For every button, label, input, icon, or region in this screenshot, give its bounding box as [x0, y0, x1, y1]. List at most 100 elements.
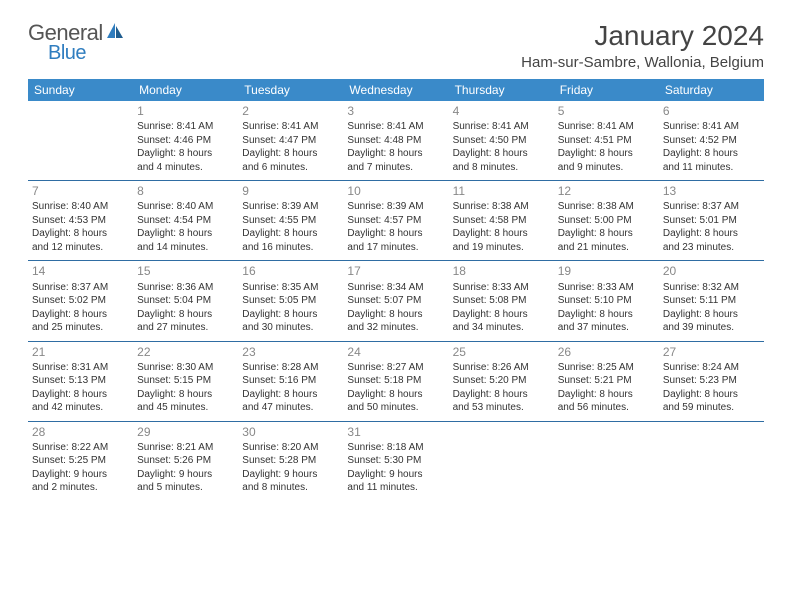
cell-line-sunrise: Sunrise: 8:30 AM	[137, 361, 234, 375]
calendar-cell: 26Sunrise: 8:25 AMSunset: 5:21 PMDayligh…	[554, 341, 659, 421]
day-number: 30	[242, 424, 339, 440]
cell-line-sunset: Sunset: 5:30 PM	[347, 454, 444, 468]
cell-line-sunrise: Sunrise: 8:40 AM	[137, 200, 234, 214]
cell-line-dl2: and 6 minutes.	[242, 161, 339, 175]
calendar-cell: 31Sunrise: 8:18 AMSunset: 5:30 PMDayligh…	[343, 421, 448, 501]
cell-line-sunset: Sunset: 4:58 PM	[453, 214, 550, 228]
cell-line-sunrise: Sunrise: 8:40 AM	[32, 200, 129, 214]
calendar-cell	[28, 101, 133, 181]
cell-line-sunrise: Sunrise: 8:18 AM	[347, 441, 444, 455]
day-number: 2	[242, 103, 339, 119]
cell-line-sunrise: Sunrise: 8:37 AM	[663, 200, 760, 214]
header: General Blue January 2024 Ham-sur-Sambre…	[28, 20, 764, 71]
calendar-cell: 20Sunrise: 8:32 AMSunset: 5:11 PMDayligh…	[659, 261, 764, 341]
cell-line-sunrise: Sunrise: 8:38 AM	[453, 200, 550, 214]
cell-line-dl2: and 11 minutes.	[663, 161, 760, 175]
cell-line-sunrise: Sunrise: 8:41 AM	[242, 120, 339, 134]
calendar-row: 21Sunrise: 8:31 AMSunset: 5:13 PMDayligh…	[28, 341, 764, 421]
cell-line-dl1: Daylight: 8 hours	[558, 388, 655, 402]
cell-line-dl1: Daylight: 8 hours	[32, 388, 129, 402]
cell-line-dl1: Daylight: 8 hours	[137, 388, 234, 402]
logo: General Blue	[28, 20, 125, 46]
cell-line-dl1: Daylight: 8 hours	[137, 227, 234, 241]
calendar-cell: 8Sunrise: 8:40 AMSunset: 4:54 PMDaylight…	[133, 181, 238, 261]
cell-line-dl1: Daylight: 8 hours	[32, 308, 129, 322]
cell-line-dl2: and 25 minutes.	[32, 321, 129, 335]
day-number: 20	[663, 263, 760, 279]
cell-line-dl2: and 37 minutes.	[558, 321, 655, 335]
calendar-cell: 25Sunrise: 8:26 AMSunset: 5:20 PMDayligh…	[449, 341, 554, 421]
calendar-row: 1Sunrise: 8:41 AMSunset: 4:46 PMDaylight…	[28, 101, 764, 181]
calendar-cell: 7Sunrise: 8:40 AMSunset: 4:53 PMDaylight…	[28, 181, 133, 261]
cell-line-dl2: and 4 minutes.	[137, 161, 234, 175]
day-number: 21	[32, 344, 129, 360]
cell-line-dl1: Daylight: 8 hours	[347, 147, 444, 161]
cell-line-sunrise: Sunrise: 8:35 AM	[242, 281, 339, 295]
cell-line-sunset: Sunset: 5:05 PM	[242, 294, 339, 308]
calendar-cell: 5Sunrise: 8:41 AMSunset: 4:51 PMDaylight…	[554, 101, 659, 181]
cell-line-sunset: Sunset: 5:26 PM	[137, 454, 234, 468]
cell-line-sunrise: Sunrise: 8:41 AM	[558, 120, 655, 134]
cell-line-dl2: and 21 minutes.	[558, 241, 655, 255]
day-number: 22	[137, 344, 234, 360]
calendar-body: 1Sunrise: 8:41 AMSunset: 4:46 PMDaylight…	[28, 101, 764, 501]
cell-line-sunrise: Sunrise: 8:36 AM	[137, 281, 234, 295]
day-number: 31	[347, 424, 444, 440]
calendar-cell: 12Sunrise: 8:38 AMSunset: 5:00 PMDayligh…	[554, 181, 659, 261]
cell-line-sunset: Sunset: 4:50 PM	[453, 134, 550, 148]
cell-line-sunrise: Sunrise: 8:28 AM	[242, 361, 339, 375]
calendar-cell: 23Sunrise: 8:28 AMSunset: 5:16 PMDayligh…	[238, 341, 343, 421]
cell-line-sunset: Sunset: 5:28 PM	[242, 454, 339, 468]
cell-line-dl2: and 14 minutes.	[137, 241, 234, 255]
cell-line-dl1: Daylight: 8 hours	[242, 388, 339, 402]
calendar-cell: 2Sunrise: 8:41 AMSunset: 4:47 PMDaylight…	[238, 101, 343, 181]
calendar-row: 7Sunrise: 8:40 AMSunset: 4:53 PMDaylight…	[28, 181, 764, 261]
weekday-header: Friday	[554, 79, 659, 101]
cell-line-sunrise: Sunrise: 8:41 AM	[663, 120, 760, 134]
calendar-cell: 6Sunrise: 8:41 AMSunset: 4:52 PMDaylight…	[659, 101, 764, 181]
calendar-cell: 21Sunrise: 8:31 AMSunset: 5:13 PMDayligh…	[28, 341, 133, 421]
cell-line-dl1: Daylight: 8 hours	[453, 227, 550, 241]
weekday-header: Thursday	[449, 79, 554, 101]
cell-line-sunrise: Sunrise: 8:34 AM	[347, 281, 444, 295]
cell-line-sunrise: Sunrise: 8:39 AM	[347, 200, 444, 214]
day-number: 9	[242, 183, 339, 199]
cell-line-dl2: and 16 minutes.	[242, 241, 339, 255]
cell-line-dl1: Daylight: 8 hours	[453, 147, 550, 161]
day-number: 11	[453, 183, 550, 199]
cell-line-dl1: Daylight: 8 hours	[347, 227, 444, 241]
cell-line-dl1: Daylight: 8 hours	[558, 227, 655, 241]
cell-line-dl2: and 5 minutes.	[137, 481, 234, 495]
cell-line-dl2: and 2 minutes.	[32, 481, 129, 495]
calendar-cell: 30Sunrise: 8:20 AMSunset: 5:28 PMDayligh…	[238, 421, 343, 501]
cell-line-dl2: and 12 minutes.	[32, 241, 129, 255]
cell-line-sunset: Sunset: 4:53 PM	[32, 214, 129, 228]
cell-line-sunrise: Sunrise: 8:33 AM	[453, 281, 550, 295]
weekday-header: Wednesday	[343, 79, 448, 101]
cell-line-dl1: Daylight: 8 hours	[558, 308, 655, 322]
calendar-cell: 3Sunrise: 8:41 AMSunset: 4:48 PMDaylight…	[343, 101, 448, 181]
day-number: 14	[32, 263, 129, 279]
cell-line-dl1: Daylight: 8 hours	[663, 388, 760, 402]
cell-line-sunrise: Sunrise: 8:41 AM	[347, 120, 444, 134]
cell-line-dl2: and 53 minutes.	[453, 401, 550, 415]
cell-line-dl1: Daylight: 8 hours	[453, 388, 550, 402]
cell-line-sunset: Sunset: 5:08 PM	[453, 294, 550, 308]
cell-line-sunset: Sunset: 4:51 PM	[558, 134, 655, 148]
day-number: 6	[663, 103, 760, 119]
calendar-cell: 27Sunrise: 8:24 AMSunset: 5:23 PMDayligh…	[659, 341, 764, 421]
calendar-cell: 19Sunrise: 8:33 AMSunset: 5:10 PMDayligh…	[554, 261, 659, 341]
cell-line-sunset: Sunset: 5:11 PM	[663, 294, 760, 308]
cell-line-dl2: and 11 minutes.	[347, 481, 444, 495]
cell-line-sunset: Sunset: 5:18 PM	[347, 374, 444, 388]
cell-line-dl2: and 45 minutes.	[137, 401, 234, 415]
cell-line-sunrise: Sunrise: 8:31 AM	[32, 361, 129, 375]
cell-line-dl1: Daylight: 8 hours	[347, 388, 444, 402]
cell-line-dl1: Daylight: 8 hours	[663, 147, 760, 161]
day-number: 15	[137, 263, 234, 279]
cell-line-sunset: Sunset: 4:55 PM	[242, 214, 339, 228]
calendar-cell: 24Sunrise: 8:27 AMSunset: 5:18 PMDayligh…	[343, 341, 448, 421]
calendar-cell	[449, 421, 554, 501]
cell-line-sunrise: Sunrise: 8:41 AM	[137, 120, 234, 134]
calendar-cell: 16Sunrise: 8:35 AMSunset: 5:05 PMDayligh…	[238, 261, 343, 341]
